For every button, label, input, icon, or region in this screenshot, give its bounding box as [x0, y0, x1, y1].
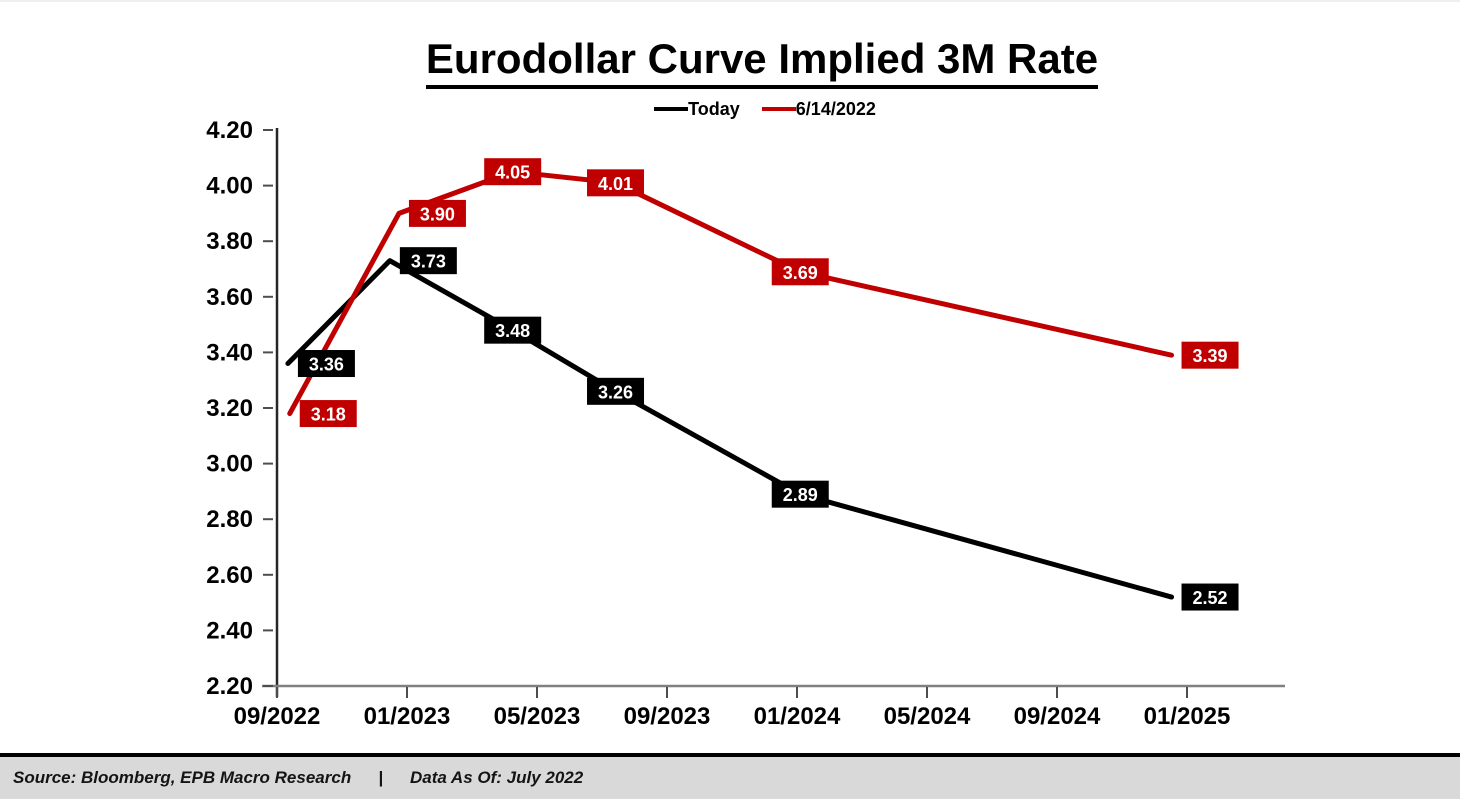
- y-axis-tick-label: 3.40: [206, 339, 253, 366]
- y-axis-tick-label: 3.00: [206, 451, 253, 478]
- legend-label-prior-date: 6/14/2022: [795, 99, 876, 119]
- y-axis-tick-label: 3.20: [206, 395, 253, 422]
- legend-label-today: Today: [688, 99, 740, 119]
- x-axis-tick-label: 09/2022: [234, 703, 321, 730]
- data-label-value: 4.05: [495, 163, 530, 183]
- data-label-box: [771, 480, 829, 508]
- data-label-value: 3.90: [420, 204, 455, 224]
- data-label-value: 4.01: [598, 174, 633, 194]
- data-label-box: [587, 169, 645, 197]
- y-axis-tick-label: 3.80: [206, 228, 253, 255]
- x-axis-tick-label: 01/2024: [754, 703, 841, 730]
- data-label-value: 3.18: [311, 405, 346, 425]
- page-title-wrap: Eurodollar Curve Implied 3M Rate: [32, 35, 1460, 90]
- legend-item-prior-date: 6/14/2022: [761, 99, 876, 119]
- data-label-box: [771, 258, 829, 286]
- data-label-value: 3.48: [495, 321, 530, 341]
- x-axis-tick-label: 09/2023: [624, 703, 711, 730]
- x-axis-tick-label: 09/2024: [1014, 703, 1101, 730]
- y-axis-tick-label: 4.20: [206, 117, 253, 144]
- plot-area: 2.20 2.40 2.60 2.80 3.00 3.20 3.40 3.60 3.80 4.00…: [206, 117, 1285, 730]
- data-label-box: [299, 400, 357, 428]
- legend: Today 6/14/2022: [35, 100, 1460, 118]
- data-label-value: 3.36: [309, 355, 344, 375]
- x-axis-tick-label: 01/2023: [364, 703, 451, 730]
- data-label-box: [1181, 341, 1239, 369]
- data-label-box: [1181, 583, 1239, 611]
- data-label-box: [408, 199, 466, 227]
- prior-date-line-swatch-icon: [761, 107, 796, 111]
- data-label-value: 2.89: [783, 485, 818, 505]
- data-label-value: 3.26: [598, 382, 633, 402]
- data-label-box: [399, 247, 457, 275]
- footer-data-as-of: Data As Of: July 2022: [409, 768, 584, 787]
- data-label-box: [587, 377, 645, 405]
- data-label-value: 3.39: [1193, 346, 1228, 366]
- y-axis-tick-label: 2.80: [206, 506, 253, 533]
- y-axis-tick-label: 4.00: [206, 173, 253, 200]
- y-axis-tick-label: 2.40: [206, 617, 253, 644]
- series-line-today: [285, 258, 1175, 600]
- y-axis-tick-label: 2.60: [206, 562, 253, 589]
- footer-text: Source: Bloomberg, EPB Macro Research | …: [0, 768, 583, 788]
- x-axis-tick-label: 05/2023: [494, 703, 581, 730]
- data-label-box: [484, 158, 542, 186]
- data-label-box: [484, 316, 542, 344]
- chart-title: Eurodollar Curve Implied 3M Rate: [425, 35, 1099, 90]
- y-axis-tick-label: 2.20: [206, 673, 253, 700]
- today-line-swatch-icon: [654, 107, 689, 111]
- data-label-box: [297, 350, 355, 378]
- series-line-6-14-2022: [287, 169, 1175, 417]
- legend-item-today: Today: [654, 100, 740, 118]
- x-axis-tick-label: 05/2024: [884, 703, 971, 730]
- y-axis-tick-label: 3.60: [206, 284, 253, 311]
- data-label-value: 2.52: [1193, 588, 1228, 608]
- footer-source: Source: Bloomberg, EPB Macro Research: [13, 768, 352, 787]
- data-label-value: 3.69: [783, 263, 818, 283]
- footer-separator: |: [378, 768, 383, 787]
- top-divider: [0, 0, 1460, 2]
- x-axis-tick-label: 01/2025: [1144, 703, 1231, 730]
- footer: Source: Bloomberg, EPB Macro Research | …: [0, 753, 1460, 799]
- data-label-value: 3.73: [411, 252, 446, 272]
